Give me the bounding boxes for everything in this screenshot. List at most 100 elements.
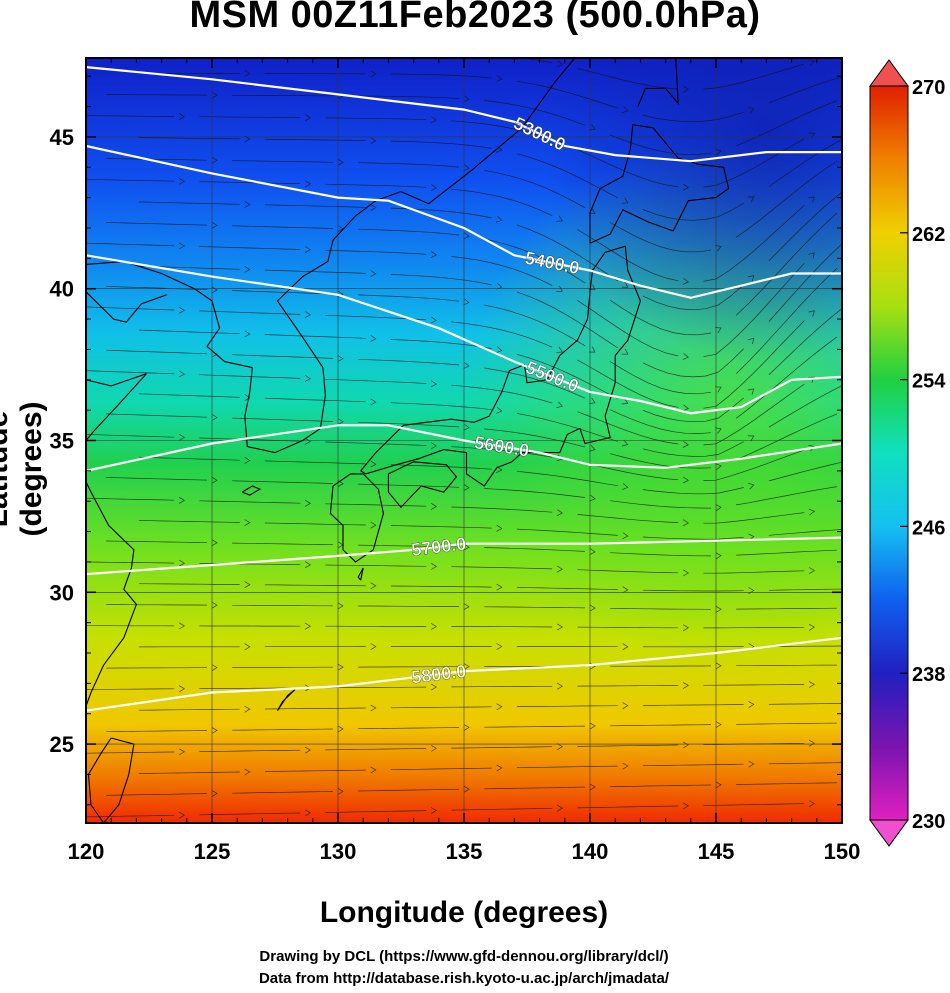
streamline-arrowhead bbox=[556, 509, 563, 517]
streamline bbox=[735, 160, 838, 238]
streamline bbox=[325, 810, 427, 813]
colorbar-top-arrow bbox=[869, 59, 909, 87]
streamline bbox=[199, 310, 301, 315]
streamline bbox=[484, 786, 586, 790]
streamline-arrowhead bbox=[370, 582, 377, 590]
streamline-arrowhead bbox=[495, 215, 503, 223]
streamline bbox=[106, 349, 208, 355]
streamline-arrowhead bbox=[337, 725, 344, 733]
coastline bbox=[86, 58, 576, 454]
streamline-arrowhead bbox=[808, 444, 815, 452]
streamline-arrowhead bbox=[463, 232, 470, 240]
y-tick-label: 30 bbox=[50, 580, 74, 605]
streamline-arrowhead bbox=[244, 70, 251, 77]
coastline bbox=[329, 473, 384, 563]
streamline-arrowhead bbox=[338, 27, 343, 33]
streamline bbox=[768, 243, 842, 322]
streamline-arrowhead bbox=[211, 664, 218, 672]
streamline-arrowhead bbox=[178, 811, 185, 819]
streamline-arrowhead bbox=[556, 401, 563, 409]
streamline-arrowhead bbox=[244, 705, 251, 713]
streamline bbox=[736, 607, 838, 610]
streamline-arrowhead bbox=[556, 804, 563, 812]
credit-data-source: Data from http://database.rish.kyoto-u.a… bbox=[258, 970, 670, 987]
streamline-arrowhead bbox=[589, 548, 596, 556]
streamline-arrowhead bbox=[808, 252, 815, 259]
colorbar: 230 238 246 254 262 270 bbox=[869, 59, 946, 847]
streamline-arrowhead bbox=[715, 244, 722, 252]
streamline bbox=[86, 179, 175, 182]
streamline-arrowhead bbox=[463, 543, 470, 551]
streamline bbox=[517, 10, 618, 22]
streamline bbox=[232, 728, 334, 731]
colorbar-tick-label: 238 bbox=[912, 664, 945, 686]
coastline bbox=[357, 567, 364, 581]
streamline-arrowhead bbox=[715, 605, 722, 613]
streamline bbox=[577, 569, 679, 574]
streamline-arrowhead bbox=[304, 809, 311, 817]
streamline-arrowhead bbox=[747, 275, 755, 282]
streamline-arrowhead bbox=[808, 196, 815, 203]
streamline bbox=[768, 703, 842, 705]
streamline-arrowhead bbox=[682, 278, 689, 285]
streamline bbox=[577, 744, 679, 747]
streamline bbox=[642, 284, 744, 311]
streamline-arrowhead bbox=[808, 567, 815, 574]
streamline-arrowhead bbox=[464, 27, 469, 33]
streamline-arrowhead bbox=[622, 586, 629, 594]
streamline-arrowhead bbox=[715, 552, 722, 560]
streamline-arrowhead bbox=[178, 559, 185, 567]
streamline-arrowhead bbox=[211, 221, 218, 229]
streamline-arrowhead bbox=[808, 800, 815, 807]
streamline bbox=[391, 7, 492, 8]
streamline bbox=[484, 304, 586, 347]
streamline-arrowhead bbox=[715, 721, 722, 728]
streamline-arrowhead bbox=[244, 519, 251, 527]
streamline-arrowhead bbox=[463, 724, 470, 731]
streamline bbox=[199, 500, 301, 504]
colorbar-tick-label: 246 bbox=[912, 517, 945, 539]
streamline bbox=[232, 94, 333, 97]
streamline-arrowhead bbox=[430, 442, 437, 450]
streamline bbox=[106, 222, 208, 226]
streamline-arrowhead bbox=[556, 623, 563, 631]
streamline bbox=[768, 645, 842, 647]
streamline bbox=[358, 358, 460, 366]
streamline-arrowhead bbox=[682, 741, 689, 749]
streamline bbox=[735, 212, 838, 316]
streamline-arrowhead bbox=[589, 41, 595, 47]
y-tick-label: 35 bbox=[50, 429, 74, 454]
contour-line bbox=[86, 254, 842, 415]
streamline bbox=[325, 503, 427, 507]
streamline-arrowhead bbox=[304, 499, 311, 507]
streamline bbox=[232, 417, 334, 422]
streamline bbox=[232, 290, 334, 295]
streamline bbox=[642, 202, 744, 221]
streamline-arrowhead bbox=[874, 66, 880, 72]
streamline bbox=[232, 480, 334, 484]
streamline bbox=[264, 138, 366, 141]
streamline-arrowhead bbox=[621, 439, 629, 447]
streamline bbox=[768, 529, 842, 536]
streamline bbox=[610, 784, 712, 788]
coastline bbox=[241, 485, 262, 496]
streamline bbox=[642, 397, 744, 423]
streamline bbox=[106, 94, 208, 96]
streamline bbox=[390, 767, 492, 771]
streamline-arrowhead bbox=[496, 524, 503, 532]
streamline bbox=[86, 306, 175, 311]
streamline bbox=[138, 393, 240, 398]
streamline-arrowhead bbox=[211, 286, 218, 294]
streamline bbox=[451, 506, 553, 513]
coastline bbox=[637, 58, 679, 107]
streamline-arrowhead bbox=[463, 423, 470, 431]
streamline-arrowhead bbox=[370, 137, 377, 145]
streamline bbox=[390, 274, 492, 286]
x-tick-label: 150 bbox=[824, 839, 861, 864]
streamline bbox=[264, 769, 366, 772]
streamline bbox=[106, 286, 208, 291]
streamline-arrowhead bbox=[430, 563, 437, 570]
streamline-arrowhead bbox=[622, 762, 629, 770]
streamline-arrowhead bbox=[747, 435, 755, 442]
streamline-arrowhead bbox=[211, 539, 218, 547]
